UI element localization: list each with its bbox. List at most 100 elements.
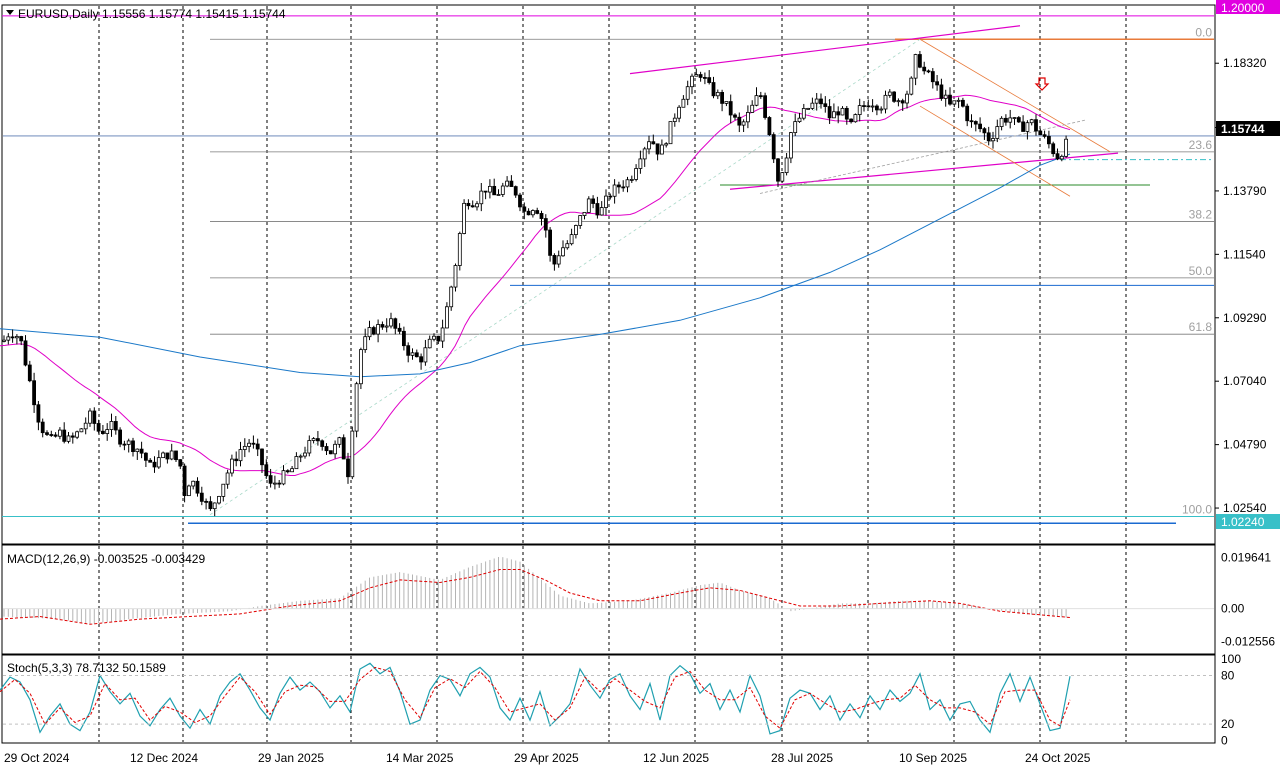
down-arrow-icon [1034, 77, 1050, 91]
candle-body [629, 179, 634, 181]
candle-body [350, 430, 355, 478]
candle-body [604, 195, 608, 208]
candle-body [500, 185, 505, 195]
candle-body [668, 121, 673, 145]
moving-averages [0, 94, 1071, 476]
candle-body [707, 77, 712, 83]
candle-body [556, 255, 561, 265]
macd-signal-line [0, 569, 1071, 625]
dropdown-triangle-icon[interactable] [6, 10, 14, 15]
candle-body [844, 107, 849, 120]
candle-body [586, 198, 591, 213]
candle-body [642, 148, 647, 160]
ma-slow-line [0, 153, 1071, 378]
candlesticks [2, 50, 1068, 517]
candle-body [655, 143, 660, 155]
candle-body [118, 429, 122, 445]
candle-body [999, 117, 1004, 127]
candle-body [367, 327, 372, 338]
price-tick-label: 1.07040 [1223, 374, 1267, 388]
candle-body [122, 443, 127, 446]
date-label: 10 Sep 2025 [899, 751, 967, 765]
candle-body [96, 423, 101, 432]
candle-body [53, 434, 58, 437]
fib-level-label: 100.0 [1182, 503, 1212, 517]
candle-body [1004, 117, 1008, 123]
date-label: 14 Mar 2025 [386, 751, 454, 765]
channel-top-line [629, 25, 1021, 75]
candle-body [621, 186, 626, 189]
candle-body [896, 100, 901, 103]
candle-body [814, 98, 819, 104]
stoch-tick-label: 80 [1221, 668, 1235, 682]
candle-body [638, 158, 643, 169]
stoch-k-line [0, 662, 1071, 735]
candle-body [612, 184, 617, 197]
stoch-d-line [0, 666, 1071, 729]
candle-body [221, 483, 226, 497]
candle-body [948, 94, 952, 105]
stochastic-indicator [0, 662, 1071, 735]
candle-body [578, 215, 583, 226]
candle-body [531, 210, 535, 216]
candle-body [711, 82, 716, 97]
candle-body [1047, 136, 1051, 145]
candle-body [801, 108, 806, 119]
candle-body [453, 265, 458, 288]
candle-body [139, 448, 144, 454]
candle-body [376, 324, 381, 335]
candle-body [771, 134, 776, 160]
candle-body [410, 352, 415, 356]
candle-body [883, 94, 888, 110]
candle-body [961, 99, 965, 107]
candle-body [819, 98, 823, 105]
desc-channel-top [919, 38, 1111, 153]
candle-body [552, 254, 557, 265]
candle-body [135, 448, 140, 452]
candle-body [19, 336, 24, 342]
candle-body [101, 430, 105, 434]
candle-body [535, 210, 540, 214]
candle-body [969, 120, 974, 123]
candle-body [414, 352, 419, 358]
candle-body [875, 105, 879, 111]
candle-body [879, 108, 884, 111]
stoch-tick-label: 0 [1221, 733, 1228, 747]
candle-body [6, 336, 11, 341]
candle-body [754, 95, 759, 106]
candle-body [440, 327, 445, 342]
candle-body [337, 437, 342, 445]
candle-body [260, 448, 264, 466]
candle-body [1016, 117, 1021, 123]
candle-body [724, 101, 729, 104]
stoch-tick-label: 100 [1221, 652, 1241, 666]
candle-body [182, 465, 187, 497]
candle-body [905, 93, 909, 104]
candle-body [354, 383, 359, 432]
candle-body [569, 234, 574, 245]
candle-body [255, 443, 260, 450]
candle-body [346, 458, 350, 478]
candle-body [840, 107, 845, 116]
candle-body [113, 421, 118, 431]
candle-body [238, 449, 243, 462]
candle-body [539, 213, 544, 219]
candle-body [866, 105, 871, 108]
candle-body [750, 104, 755, 113]
candle-body [156, 457, 161, 468]
date-label: 12 Jun 2025 [643, 751, 709, 765]
candle-body [1051, 143, 1056, 155]
candle-body [720, 92, 724, 104]
macd-tick-label: 0.019641 [1221, 550, 1271, 564]
date-label: 24 Oct 2025 [1025, 751, 1091, 765]
grey-dash-trend [759, 119, 1086, 194]
candle-body [522, 206, 527, 212]
drawn-trendlines [2, 15, 1214, 525]
candle-body [690, 75, 694, 88]
price-tick-label: 1.02540 [1223, 501, 1267, 515]
candle-body [225, 472, 230, 485]
candle-body [109, 421, 114, 430]
candle-body [574, 225, 578, 236]
candle-body [956, 99, 961, 102]
